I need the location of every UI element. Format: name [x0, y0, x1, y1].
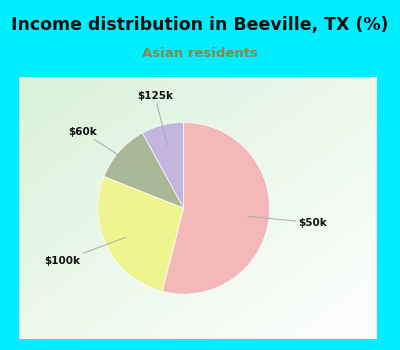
Text: $100k: $100k: [44, 237, 126, 266]
Wedge shape: [142, 122, 184, 208]
Text: $60k: $60k: [68, 127, 135, 166]
Wedge shape: [104, 133, 184, 208]
Wedge shape: [98, 177, 184, 292]
Text: Income distribution in Beeville, TX (%): Income distribution in Beeville, TX (%): [11, 16, 389, 34]
Text: Asian residents: Asian residents: [142, 47, 258, 60]
Wedge shape: [162, 122, 270, 294]
Text: $50k: $50k: [248, 216, 328, 228]
Text: $125k: $125k: [137, 91, 173, 146]
